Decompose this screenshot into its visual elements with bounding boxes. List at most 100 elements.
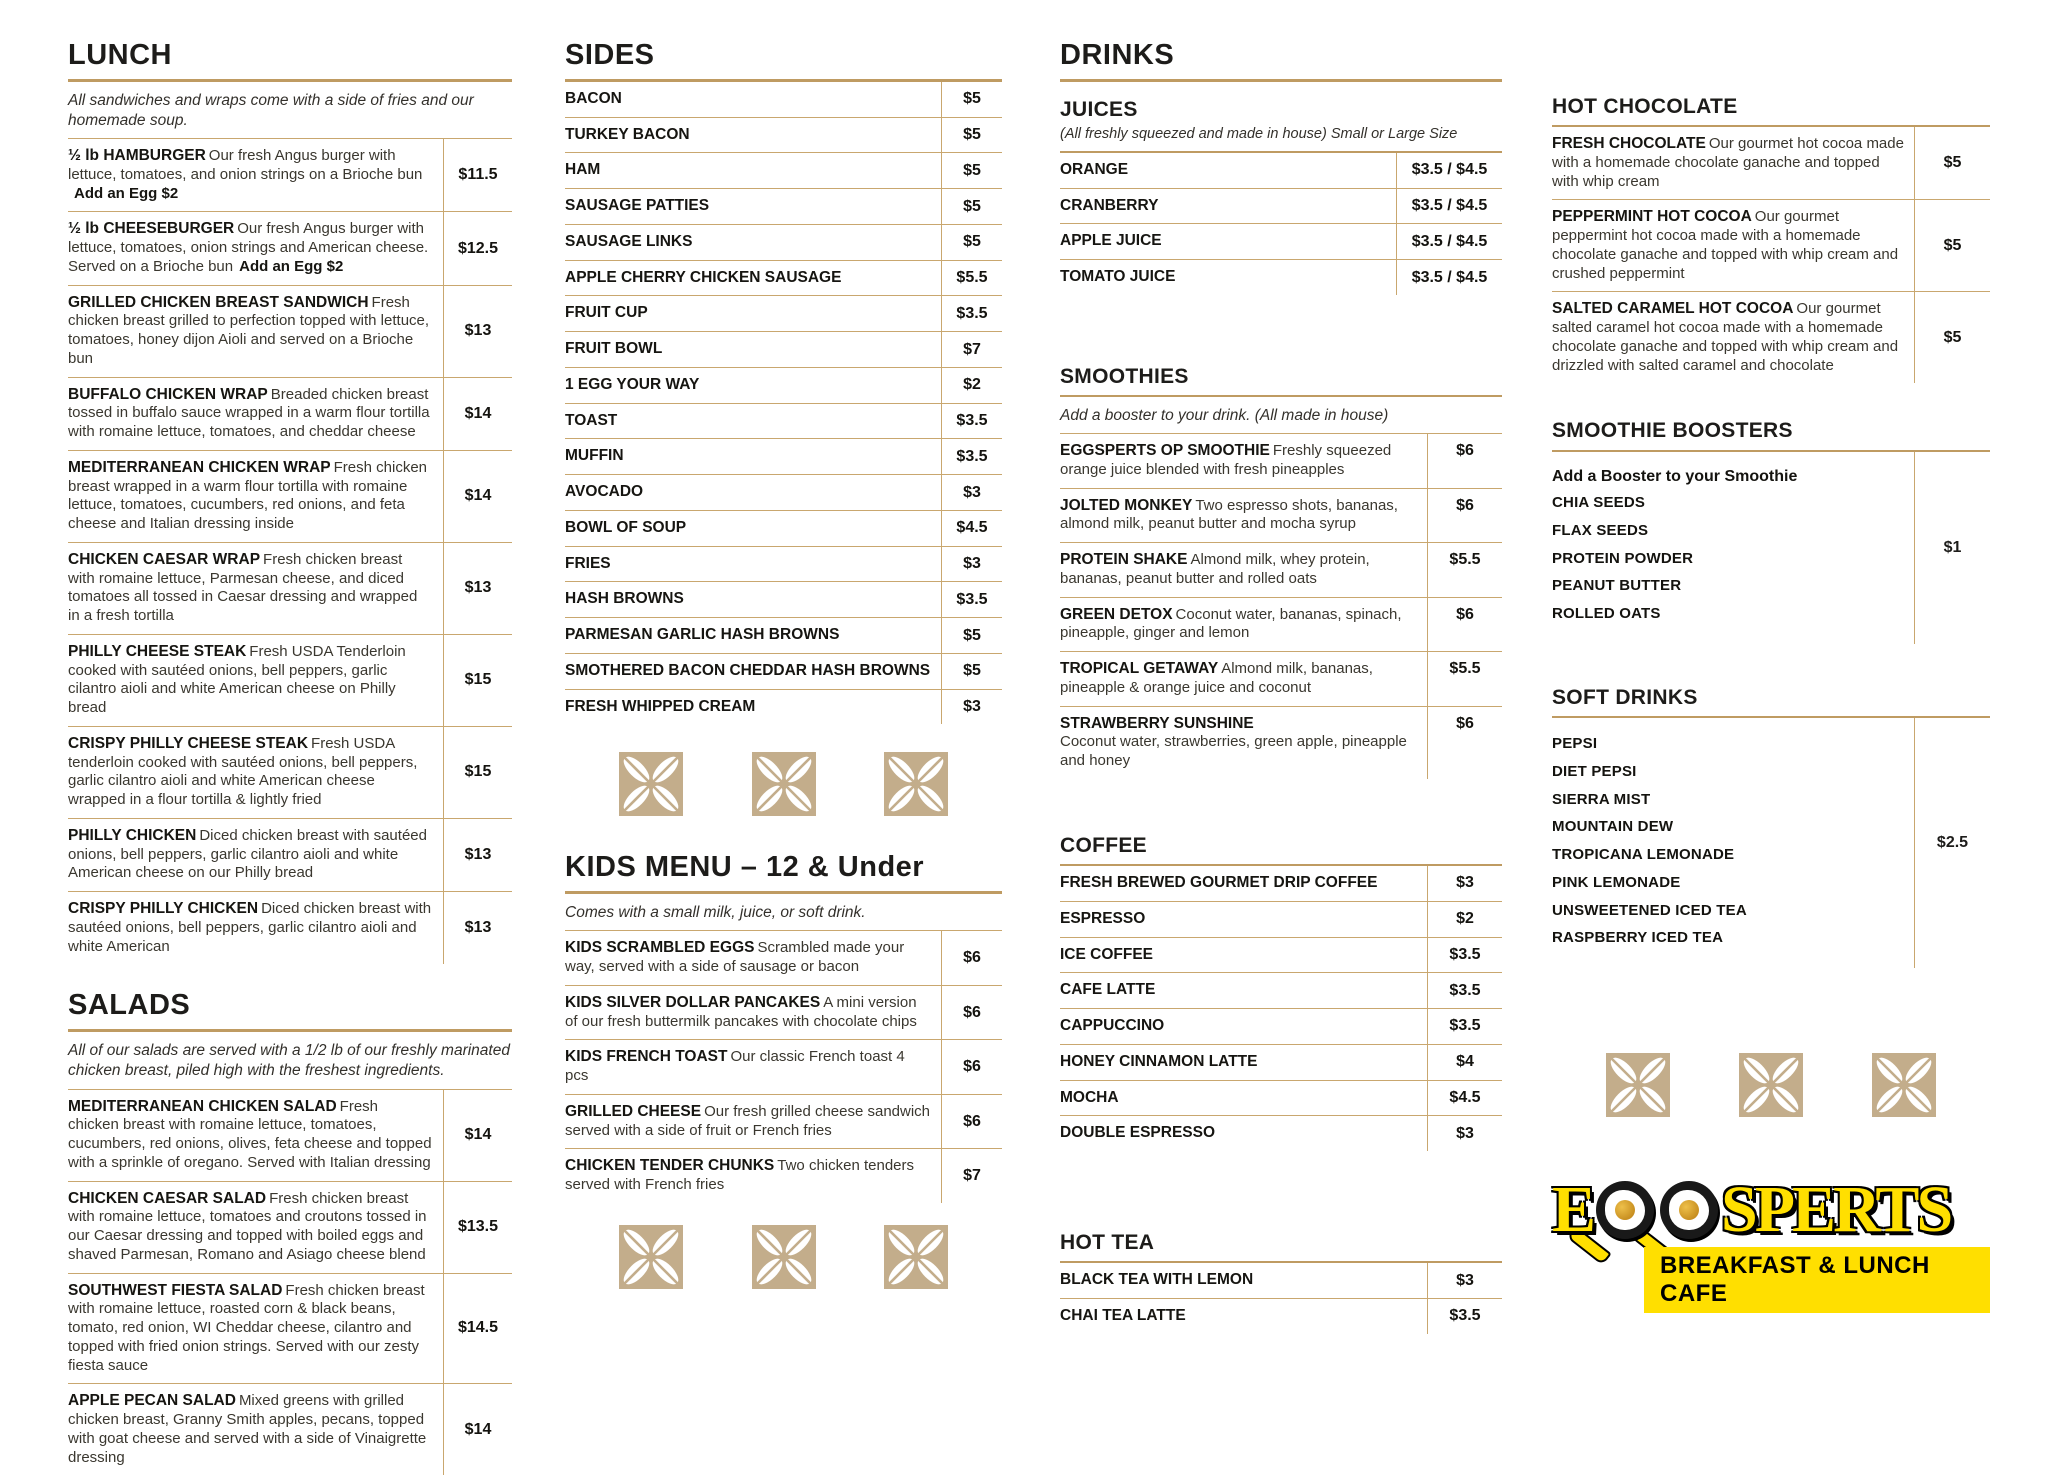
decorative-motif-row bbox=[565, 1225, 1002, 1289]
logo-letter-e: E bbox=[1552, 1173, 1596, 1247]
logo-letters-sperts: SPERTS bbox=[1721, 1173, 1953, 1247]
section-title-hot-tea: HOT TEA bbox=[1060, 1231, 1155, 1255]
menu-item-text: SAUSAGE PATTIES bbox=[565, 189, 942, 224]
item-price: $5 bbox=[963, 662, 981, 680]
flower-motif-icon bbox=[1606, 1053, 1670, 1117]
item-name: MOCHA bbox=[1060, 1088, 1119, 1106]
menu-item-row: PROTEIN SHAKE Almond milk, whey protein, … bbox=[1060, 542, 1502, 597]
sides-items: BACON $5 TURKEY BACON $5 HAM $5 bbox=[565, 81, 1002, 725]
item-price: $3 bbox=[1456, 1271, 1474, 1289]
section-title-coffee: COFFEE bbox=[1060, 833, 1147, 857]
item-desc: Coconut water, bananas, spinach, pineapp… bbox=[1060, 605, 1402, 642]
list-item: DIET PEPSI bbox=[1552, 762, 1637, 780]
item-name: PARMESAN GARLIC HASH BROWNS bbox=[565, 626, 840, 644]
menu-item-text: FRIES bbox=[565, 546, 942, 582]
item-extra: Add an Egg $2 bbox=[74, 184, 179, 202]
item-price: $3.5 bbox=[1449, 1017, 1481, 1035]
flower-motif-icon bbox=[1872, 1053, 1936, 1117]
menu-item-text: GRILLED CHICKEN BREAST SANDWICH Fresh chi… bbox=[68, 285, 444, 377]
menu-item-row: PARMESAN GARLIC HASH BROWNS $5 bbox=[565, 617, 1002, 653]
item-price: $14 bbox=[464, 1420, 492, 1438]
smoothies-items: EGGSPERTS OP SMOOTHIE Freshly squeezed or… bbox=[1060, 433, 1502, 779]
menu-item-text: TOMATO JUICE bbox=[1060, 260, 1397, 295]
item-price: $6 bbox=[963, 949, 981, 967]
smoothies-section: SMOOTHIES Add a booster to your drink. (… bbox=[1060, 365, 1502, 779]
menu-item-row: TOMATO JUICE $3.5 / $4.5 bbox=[1060, 259, 1502, 295]
menu-item-text: GRILLED CHEESE Our fresh grilled cheese s… bbox=[565, 1094, 942, 1149]
flower-motif-icon bbox=[884, 1225, 948, 1289]
item-name: TURKEY BACON bbox=[565, 125, 690, 143]
section-title-lunch: LUNCH bbox=[68, 39, 172, 71]
menu-item-text: KIDS SCRAMBLED EGGS Scrambled made your w… bbox=[565, 931, 942, 985]
item-price: $4.5 bbox=[1449, 1088, 1481, 1106]
hot-chocolate-section: HOT CHOCOLATE FRESH CHOCOLATE Our gourmet… bbox=[1552, 95, 1990, 384]
section-rule bbox=[1552, 125, 1990, 128]
flower-motif-icon bbox=[884, 752, 948, 816]
item-price: $13 bbox=[464, 846, 492, 864]
item-name: KIDS SILVER DOLLAR PANCAKES bbox=[565, 993, 821, 1011]
kids-note: Comes with a small milk, juice, or soft … bbox=[565, 904, 866, 922]
item-price: $5 bbox=[963, 233, 981, 251]
menu-item-text: PROTEIN SHAKE Almond milk, whey protein, … bbox=[1060, 543, 1428, 597]
list-item: FLAX SEEDS bbox=[1552, 521, 1649, 539]
menu-item-text: MEDITERRANEAN CHICKEN WRAP Fresh chicken … bbox=[68, 450, 444, 542]
menu-item-row: CHICKEN CAESAR WRAP Fresh chicken breast … bbox=[68, 541, 512, 634]
item-name: ½ lb HAMBURGER bbox=[68, 147, 206, 165]
list-item: UNSWEETENED ICED TEA bbox=[1552, 901, 1747, 919]
menu-item-row: KIDS SCRAMBLED EGGS Scrambled made your w… bbox=[565, 930, 1002, 985]
section-title-drinks: DRINKS bbox=[1060, 39, 1175, 71]
menu-item-row: KIDS FRENCH TOAST Our classic French toas… bbox=[565, 1039, 1002, 1094]
item-price: $3.5 bbox=[956, 447, 988, 465]
item-price: $6 bbox=[1456, 714, 1474, 732]
menu-item-text: HAM bbox=[565, 153, 942, 189]
menu-item-text: HASH BROWNS bbox=[565, 582, 942, 618]
item-name: SALTED CARAMEL HOT COCOA bbox=[1552, 300, 1794, 318]
menu-item-row: 1 EGG YOUR WAY $2 bbox=[565, 366, 1002, 403]
item-desc: Fresh chicken breast with romaine lettuc… bbox=[68, 1189, 427, 1263]
section-rule bbox=[565, 78, 1002, 82]
item-price: $3.5 bbox=[956, 304, 988, 322]
item-desc: Our fresh Angus burger with lettuce, tom… bbox=[68, 147, 423, 183]
soft-drinks-price: $2.5 bbox=[1936, 834, 1969, 852]
item-name: HAM bbox=[565, 161, 601, 179]
item-name: HONEY CINNAMON LATTE bbox=[1060, 1052, 1258, 1070]
menu-item-text: APPLE JUICE bbox=[1060, 224, 1397, 260]
section-rule bbox=[1060, 395, 1502, 398]
section-title-salads: SALADS bbox=[68, 989, 191, 1022]
item-extra: Add an Egg $2 bbox=[239, 257, 344, 275]
boosters-intro: Add a Booster to your Smoothie bbox=[1552, 467, 1798, 485]
section-rule bbox=[1552, 716, 1990, 719]
item-price: $5 bbox=[1943, 154, 1962, 172]
column-drinks: DRINKS JUICES (All freshly squeezed and … bbox=[1060, 0, 1502, 1334]
item-desc: Our gourmet hot cocoa made with a homema… bbox=[1552, 135, 1904, 190]
menu-item-row: CAPPUCCINO $3.5 bbox=[1060, 1008, 1502, 1044]
item-name: CAFE LATTE bbox=[1060, 981, 1156, 999]
item-name: CRISPY PHILLY CHICKEN bbox=[68, 900, 259, 918]
menu-item-text: FRUIT CUP bbox=[565, 296, 942, 332]
menu-item-text: CRISPY PHILLY CHICKEN Diced chicken breas… bbox=[68, 892, 444, 965]
menu-item-text: KIDS FRENCH TOAST Our classic French toas… bbox=[565, 1040, 942, 1094]
item-name: EGGSPERTS OP SMOOTHIE bbox=[1060, 442, 1270, 460]
item-desc: Diced chicken breast with sautéed onions… bbox=[68, 826, 427, 882]
menu-item-row: TROPICAL GETAWAY Almond milk, bananas, pi… bbox=[1060, 651, 1502, 706]
menu-item-text: TROPICAL GETAWAY Almond milk, bananas, pi… bbox=[1060, 652, 1428, 706]
item-price: $14 bbox=[464, 1126, 492, 1144]
item-name: CRANBERRY bbox=[1060, 196, 1159, 214]
menu-item-text: PHILLY CHEESE STEAK Fresh USDA Tenderloin… bbox=[68, 634, 444, 726]
item-desc: Our gourmet salted caramel hot cocoa mad… bbox=[1552, 300, 1899, 374]
menu-item-text: HONEY CINNAMON LATTE bbox=[1060, 1044, 1428, 1080]
flower-motif-icon bbox=[619, 1225, 683, 1289]
item-name: KIDS FRENCH TOAST bbox=[565, 1048, 728, 1066]
menu-item-row: AVOCADO $3 bbox=[565, 474, 1002, 510]
menu-item-text: SAUSAGE LINKS bbox=[565, 224, 942, 260]
menu-item-row: GRILLED CHICKEN BREAST SANDWICH Fresh chi… bbox=[68, 284, 512, 377]
menu-item-row: FRESH CHOCOLATE Our gourmet hot cocoa mad… bbox=[1552, 127, 1990, 200]
kids-items: KIDS SCRAMBLED EGGS Scrambled made your w… bbox=[565, 930, 1002, 1203]
item-price: $3.5 / $4.5 bbox=[1411, 197, 1488, 214]
item-price: $5.5 bbox=[956, 269, 988, 287]
item-desc: Fresh chicken breast with romaine lettuc… bbox=[68, 550, 418, 625]
item-price: $3 bbox=[963, 698, 981, 716]
item-name: ½ lb CHEESEBURGER bbox=[68, 220, 235, 238]
section-rule bbox=[1552, 449, 1990, 452]
menu-item-text: PEPPERMINT HOT COCOA Our gourmet peppermi… bbox=[1552, 200, 1915, 292]
